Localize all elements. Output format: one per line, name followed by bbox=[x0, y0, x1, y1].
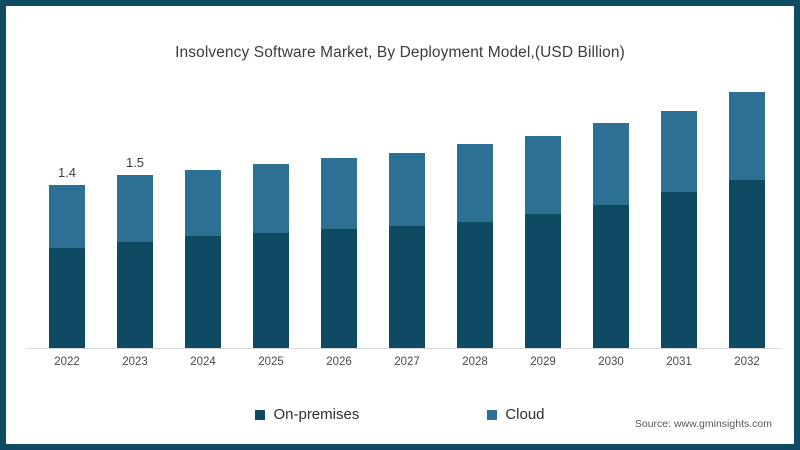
x-tick-label: 2032 bbox=[734, 356, 760, 368]
bar-group[interactable] bbox=[593, 123, 629, 348]
bar-segment-on-premises[interactable] bbox=[321, 229, 357, 348]
bar-segment-on-premises[interactable] bbox=[729, 180, 765, 348]
bar-segment-cloud[interactable] bbox=[49, 185, 85, 248]
x-tick-label: 2026 bbox=[326, 356, 352, 368]
bar-group[interactable] bbox=[185, 169, 221, 348]
x-tick-label: 2028 bbox=[462, 356, 488, 368]
legend-item-on-premises[interactable]: On-premises bbox=[255, 406, 359, 423]
legend-swatch-cloud bbox=[487, 409, 498, 420]
x-tick-label: 2024 bbox=[190, 356, 216, 368]
bar-segment-cloud[interactable] bbox=[661, 110, 697, 193]
chart-legend: On-premises Cloud bbox=[6, 406, 794, 423]
bar-group[interactable] bbox=[525, 136, 561, 348]
bar-segment-cloud[interactable] bbox=[321, 158, 357, 230]
x-tick-label: 2031 bbox=[666, 356, 692, 368]
bar-group[interactable] bbox=[729, 92, 765, 348]
legend-item-cloud[interactable]: Cloud bbox=[487, 406, 545, 423]
legend-swatch-on-premises bbox=[255, 409, 266, 420]
bar-segment-cloud[interactable] bbox=[253, 164, 289, 233]
bar-group[interactable] bbox=[457, 144, 493, 348]
bar-segment-cloud[interactable] bbox=[185, 169, 221, 237]
x-axis-line bbox=[26, 348, 780, 349]
x-tick-label: 2023 bbox=[122, 356, 148, 368]
legend-label-cloud: Cloud bbox=[505, 406, 545, 423]
x-tick-label: 2030 bbox=[598, 356, 624, 368]
x-tick-label: 2025 bbox=[258, 356, 284, 368]
bar-segment-cloud[interactable] bbox=[389, 152, 425, 226]
bar-segment-cloud[interactable] bbox=[117, 174, 153, 243]
bar-segment-on-premises[interactable] bbox=[185, 236, 221, 348]
bar-group[interactable] bbox=[389, 152, 425, 348]
bar-value-label: 1.4 bbox=[57, 165, 77, 181]
bar-segment-on-premises[interactable] bbox=[661, 192, 697, 348]
bar-segment-on-premises[interactable] bbox=[117, 242, 153, 348]
bar-group[interactable] bbox=[321, 158, 357, 348]
bar-segment-on-premises[interactable] bbox=[525, 214, 561, 348]
x-axis-tick-labels: 2022 2023 2024 2025 2026 2027 2028 2029 2030 2031… bbox=[20, 356, 786, 376]
bar-segment-on-premises[interactable] bbox=[49, 247, 85, 348]
x-tick-label: 2029 bbox=[530, 356, 556, 368]
bar-group[interactable] bbox=[253, 164, 289, 348]
x-tick-label: 2027 bbox=[394, 356, 420, 368]
plot-area: 1.4 1.5 bbox=[20, 86, 786, 354]
source-attribution: Source: www.gminsights.com bbox=[634, 418, 772, 430]
bar-segment-on-premises[interactable] bbox=[389, 225, 425, 348]
bar-segment-cloud[interactable] bbox=[593, 123, 629, 205]
bar-segment-cloud[interactable] bbox=[525, 136, 561, 215]
bar-value-label: 1.5 bbox=[125, 154, 145, 170]
legend-label-on-premises: On-premises bbox=[273, 406, 360, 423]
bar-group[interactable]: 1.4 bbox=[49, 165, 85, 348]
bar-segment-cloud[interactable] bbox=[457, 144, 493, 223]
bar-segment-on-premises[interactable] bbox=[253, 232, 289, 348]
bar-segment-on-premises[interactable] bbox=[457, 222, 493, 348]
bar-segment-on-premises[interactable] bbox=[593, 204, 629, 348]
bar-segment-cloud[interactable] bbox=[729, 92, 765, 181]
bar-group[interactable]: 1.5 bbox=[117, 155, 153, 348]
chart-title: Insolvency Software Market, By Deploymen… bbox=[175, 44, 625, 61]
bar-group[interactable] bbox=[661, 110, 697, 348]
x-tick-label: 2022 bbox=[54, 356, 80, 368]
